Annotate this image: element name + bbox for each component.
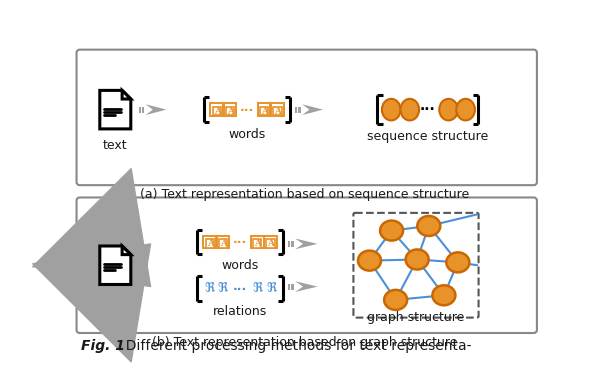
Text: ···: ··· (420, 104, 436, 118)
Ellipse shape (439, 99, 458, 120)
FancyBboxPatch shape (264, 236, 277, 248)
FancyBboxPatch shape (211, 103, 223, 116)
Ellipse shape (380, 221, 403, 241)
Text: (a) Text representation based on sequence structure: (a) Text representation based on sequenc… (140, 188, 469, 201)
FancyBboxPatch shape (353, 213, 479, 318)
FancyBboxPatch shape (206, 239, 214, 248)
FancyBboxPatch shape (253, 239, 262, 248)
Text: ℜ: ℜ (218, 282, 228, 295)
Ellipse shape (401, 99, 419, 120)
Polygon shape (288, 284, 290, 289)
Polygon shape (298, 107, 301, 113)
Text: A: A (275, 107, 281, 116)
Text: Different processing methods for text representa-: Different processing methods for text re… (117, 339, 472, 353)
Polygon shape (139, 107, 141, 113)
FancyBboxPatch shape (258, 103, 271, 116)
Text: Fig. 1: Fig. 1 (81, 339, 125, 353)
FancyBboxPatch shape (77, 50, 537, 185)
Text: A: A (207, 239, 214, 248)
Text: text: text (103, 139, 128, 152)
Polygon shape (142, 107, 144, 113)
Ellipse shape (406, 249, 428, 270)
FancyBboxPatch shape (271, 103, 284, 116)
Polygon shape (100, 246, 131, 284)
Text: graph structure: graph structure (367, 311, 464, 324)
FancyBboxPatch shape (212, 107, 221, 115)
FancyBboxPatch shape (77, 197, 537, 333)
Text: (b) Text representation based on graph structure: (b) Text representation based on graph s… (152, 336, 457, 349)
Ellipse shape (457, 99, 475, 120)
Polygon shape (302, 104, 323, 115)
Polygon shape (122, 246, 131, 255)
Text: A: A (214, 107, 221, 116)
Polygon shape (146, 104, 166, 115)
Ellipse shape (433, 285, 455, 305)
Text: A: A (227, 107, 234, 116)
FancyBboxPatch shape (203, 236, 216, 248)
FancyBboxPatch shape (217, 236, 229, 248)
Ellipse shape (384, 290, 407, 310)
Text: A: A (254, 239, 262, 248)
Ellipse shape (417, 216, 440, 236)
Text: sequence structure: sequence structure (367, 130, 488, 143)
Polygon shape (291, 284, 293, 289)
FancyBboxPatch shape (260, 107, 268, 115)
Text: words: words (221, 259, 259, 272)
Polygon shape (122, 90, 131, 99)
Text: A: A (220, 239, 227, 248)
FancyBboxPatch shape (251, 236, 263, 248)
Polygon shape (291, 241, 293, 247)
Text: text: text (103, 294, 128, 308)
Polygon shape (295, 107, 298, 113)
Text: A: A (268, 239, 275, 248)
Text: ···: ··· (233, 236, 247, 249)
Text: ···: ··· (233, 283, 247, 296)
Text: ℜ: ℜ (252, 282, 262, 295)
Polygon shape (295, 239, 317, 249)
Text: ℜ: ℜ (204, 282, 214, 295)
Polygon shape (100, 90, 131, 129)
Polygon shape (288, 241, 290, 247)
FancyBboxPatch shape (219, 239, 227, 248)
Text: words: words (229, 128, 266, 141)
FancyBboxPatch shape (266, 239, 275, 248)
Text: ℜ: ℜ (266, 282, 276, 295)
Ellipse shape (382, 99, 401, 120)
Ellipse shape (358, 251, 381, 270)
Text: ···: ··· (240, 104, 254, 117)
Polygon shape (295, 281, 317, 292)
Text: A: A (262, 107, 268, 116)
FancyBboxPatch shape (226, 107, 234, 115)
Text: relations: relations (213, 305, 267, 319)
FancyBboxPatch shape (273, 107, 281, 115)
Ellipse shape (446, 252, 469, 272)
FancyBboxPatch shape (224, 103, 236, 116)
